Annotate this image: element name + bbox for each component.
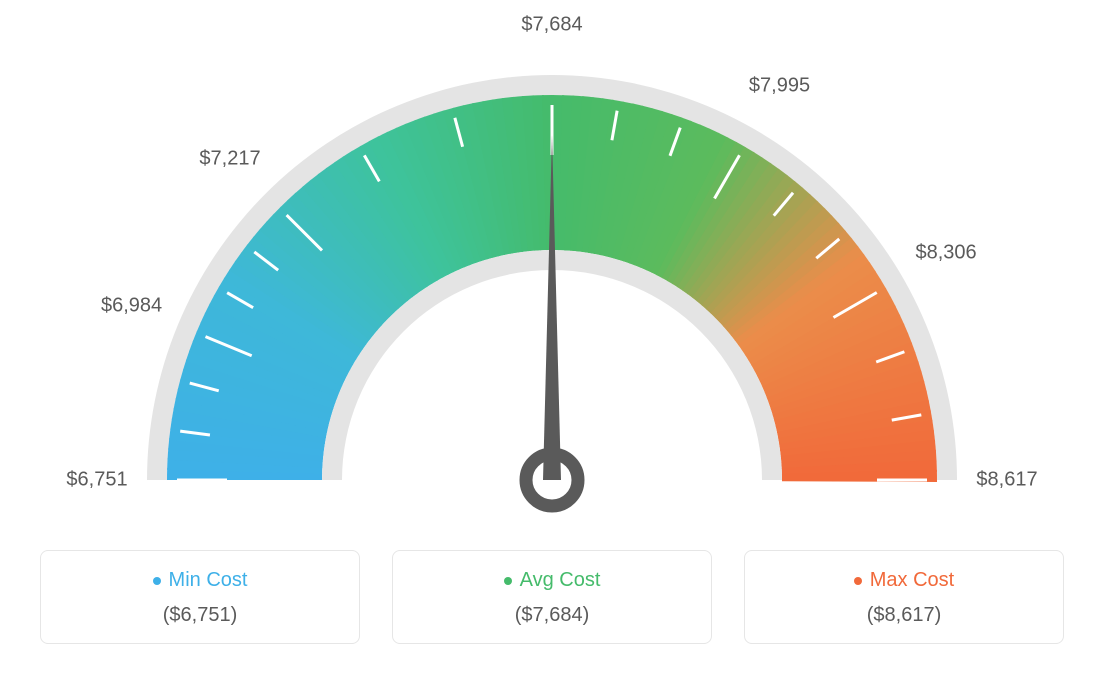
legend-card-min: Min Cost ($6,751)	[40, 550, 360, 644]
legend-value-avg: ($7,684)	[403, 604, 701, 627]
gauge-svg	[0, 0, 1104, 540]
legend-title-min-label: Min Cost	[169, 569, 248, 592]
gauge-tick-label: $6,751	[66, 469, 127, 492]
legend-title-avg: Avg Cost	[504, 569, 601, 592]
legend-card-avg: Avg Cost ($7,684)	[392, 550, 712, 644]
gauge-tick-label: $6,984	[101, 295, 162, 318]
gauge-chart: $6,751 $6,984 $7,217 $7,684 $7,995 $8,306 $8,6…	[0, 0, 1104, 540]
legend-card-max: Max Cost ($8,617)	[744, 550, 1064, 644]
gauge-tick-label: $7,217	[199, 147, 260, 170]
legend-value-min: ($6,751)	[51, 604, 349, 627]
legend-title-min: Min Cost	[153, 569, 248, 592]
gauge-tick-label: $7,684	[521, 14, 582, 37]
gauge-tick-label: $8,617	[976, 469, 1037, 492]
bullet-min-icon	[153, 577, 161, 585]
legend-value-max: ($8,617)	[755, 604, 1053, 627]
legend-title-avg-label: Avg Cost	[520, 569, 601, 592]
legend-title-max-label: Max Cost	[870, 569, 954, 592]
legend-row: Min Cost ($6,751) Avg Cost ($7,684) Max …	[0, 550, 1104, 644]
gauge-tick-label: $8,306	[915, 241, 976, 264]
legend-title-max: Max Cost	[854, 569, 954, 592]
bullet-avg-icon	[504, 577, 512, 585]
gauge-tick-label: $7,995	[749, 74, 810, 97]
bullet-max-icon	[854, 577, 862, 585]
